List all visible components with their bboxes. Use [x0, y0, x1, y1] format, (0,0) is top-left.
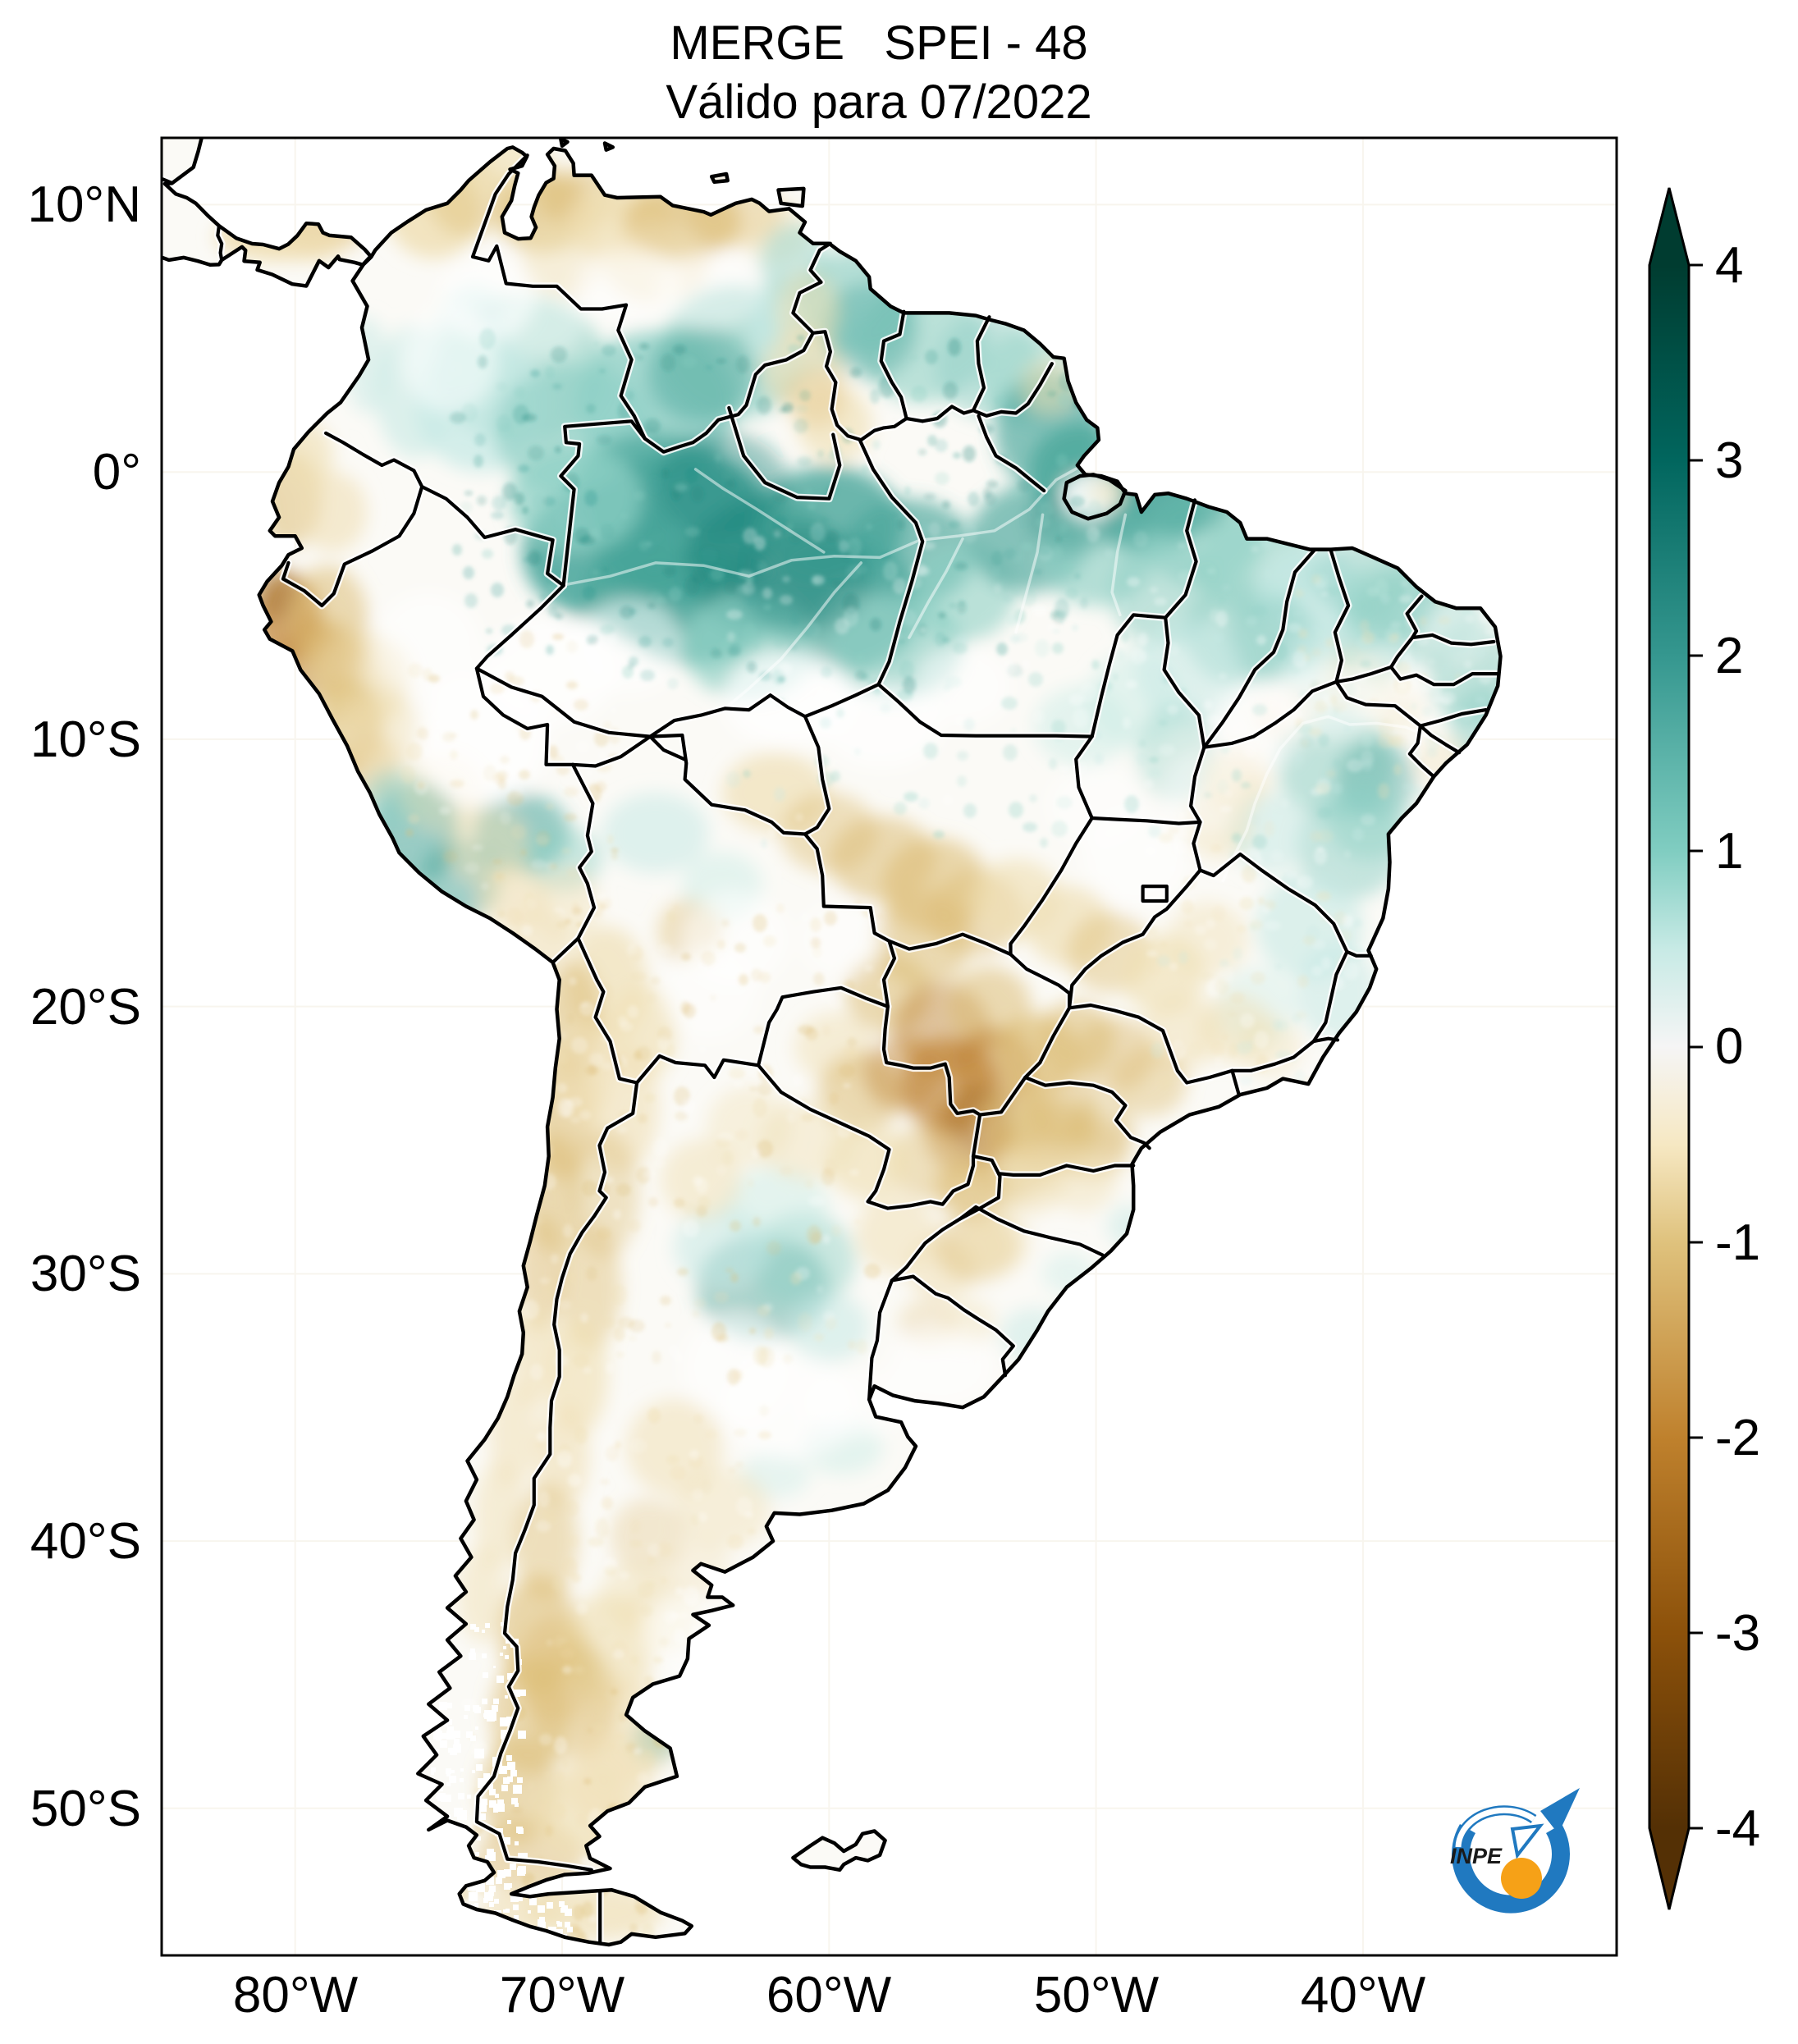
- svg-text:-1: -1: [1715, 1214, 1760, 1271]
- svg-text:INPE: INPE: [1450, 1844, 1503, 1868]
- svg-text:1: 1: [1715, 823, 1743, 880]
- svg-text:0: 0: [1715, 1018, 1743, 1075]
- svg-text:Válido para 07/2022: Válido para 07/2022: [666, 75, 1091, 129]
- svg-text:50°W: 50°W: [1034, 1967, 1160, 2023]
- svg-text:3: 3: [1715, 432, 1743, 489]
- svg-text:10°S: 10°S: [30, 711, 141, 768]
- svg-text:10°N: 10°N: [27, 176, 141, 233]
- svg-text:2: 2: [1715, 628, 1743, 684]
- svg-text:50°S: 50°S: [30, 1781, 141, 1837]
- svg-text:MERGE SPEI - 48: MERGE SPEI - 48: [670, 16, 1087, 70]
- svg-text:0°: 0°: [93, 444, 141, 501]
- svg-text:70°W: 70°W: [500, 1967, 625, 2023]
- svg-text:60°W: 60°W: [766, 1967, 892, 2023]
- svg-text:80°W: 80°W: [233, 1967, 359, 2023]
- svg-text:4: 4: [1715, 237, 1743, 294]
- svg-text:-4: -4: [1715, 1800, 1760, 1857]
- svg-text:40°W: 40°W: [1301, 1967, 1426, 2023]
- svg-text:20°S: 20°S: [30, 979, 141, 1036]
- svg-text:-2: -2: [1715, 1410, 1760, 1466]
- svg-text:40°S: 40°S: [30, 1513, 141, 1570]
- svg-text:30°S: 30°S: [30, 1246, 141, 1302]
- svg-text:-3: -3: [1715, 1605, 1760, 1662]
